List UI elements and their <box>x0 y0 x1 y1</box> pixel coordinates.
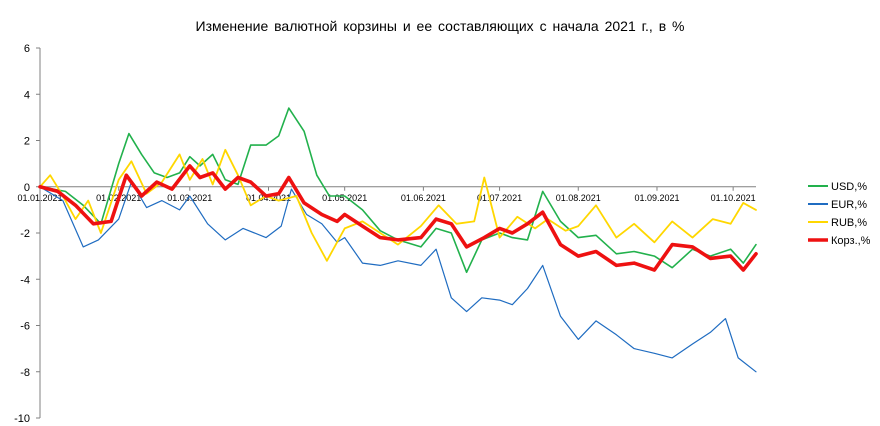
chart-title: Изменение валютной корзины и ее составля… <box>195 18 685 34</box>
y-tick-label: 6 <box>24 43 30 55</box>
series-line-3 <box>39 148 757 262</box>
y-tick-label: -4 <box>20 274 30 286</box>
y-tick-label: 2 <box>24 136 30 148</box>
x-tick-label: 01.03.2021 <box>167 193 212 203</box>
y-tick-label: -2 <box>20 228 30 240</box>
legend-label: EUR,% <box>831 199 867 211</box>
legend-label: USD,% <box>831 181 867 193</box>
y-tick-label: -10 <box>14 413 30 425</box>
y-tick-label: -8 <box>20 367 30 379</box>
x-tick-label: 01.06.2021 <box>401 193 446 203</box>
x-tick-label: 01.08.2021 <box>556 193 601 203</box>
series-line-4 <box>38 164 758 272</box>
legend-label: Корз.,% <box>831 235 871 247</box>
x-tick-label: 01.09.2021 <box>634 193 679 203</box>
legend-label: RUB,% <box>831 217 867 229</box>
legend: USD,% EUR,% RUB,% Корз.,% <box>808 181 871 247</box>
series-line-2 <box>39 181 757 373</box>
y-tick-label: 4 <box>24 89 30 101</box>
x-tick-label: 01.10.2021 <box>711 193 756 203</box>
y-tick-label: 0 <box>24 182 30 194</box>
x-tick-label: 01.05.2021 <box>322 193 367 203</box>
x-tick-label: 01.01.2021 <box>17 193 62 203</box>
plot-area <box>38 107 758 373</box>
y-tick-label: -6 <box>20 321 30 333</box>
series-line-1 <box>39 107 757 274</box>
x-tick-label: 01.07.2021 <box>477 193 522 203</box>
